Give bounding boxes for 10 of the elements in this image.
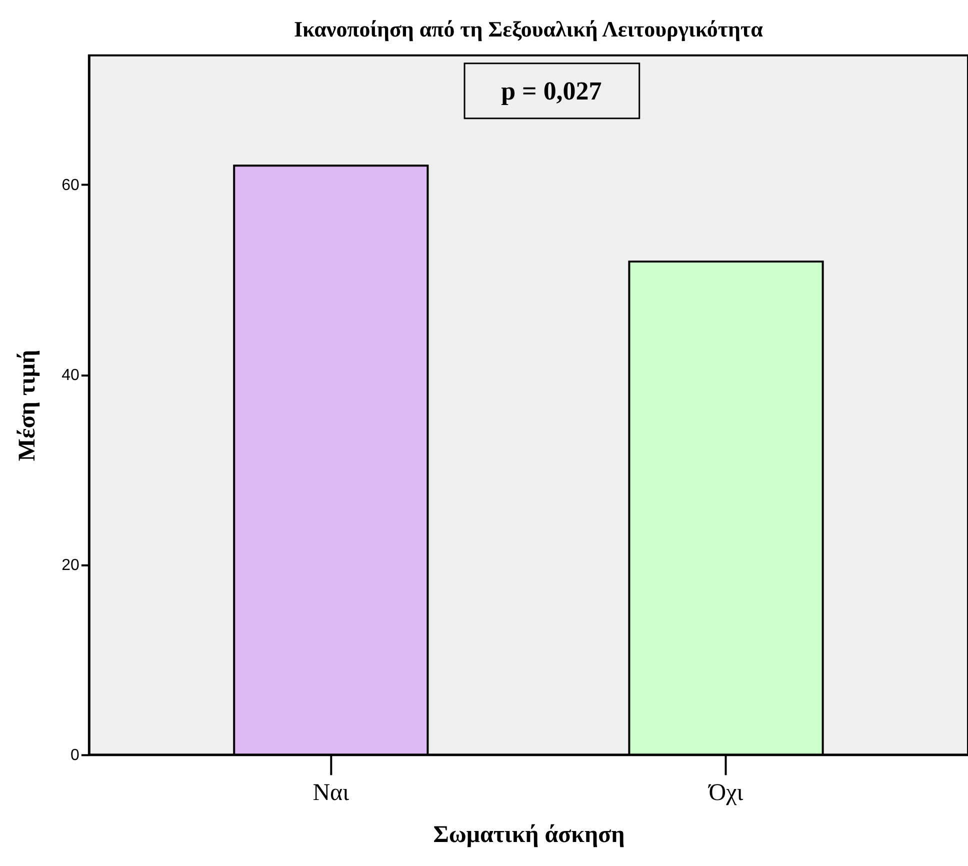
chart-title: Ικανοποίηση από τη Σεξουαλική Λειτουργικότητα [294, 16, 764, 42]
y-tick-label: 0 [70, 747, 80, 764]
x-tick-label: Ναι [312, 780, 350, 806]
x-axis-title: Σωματική άσκηση [433, 822, 625, 848]
y-tick-label: 40 [62, 367, 80, 384]
x-tick-label: Όχι [708, 780, 744, 806]
annotation: p = 0,027 [501, 76, 602, 106]
y-axis-title: Μέση τιμή [14, 350, 41, 462]
y-tick-label: 20 [62, 557, 80, 574]
y-tick-label: 60 [62, 177, 80, 194]
